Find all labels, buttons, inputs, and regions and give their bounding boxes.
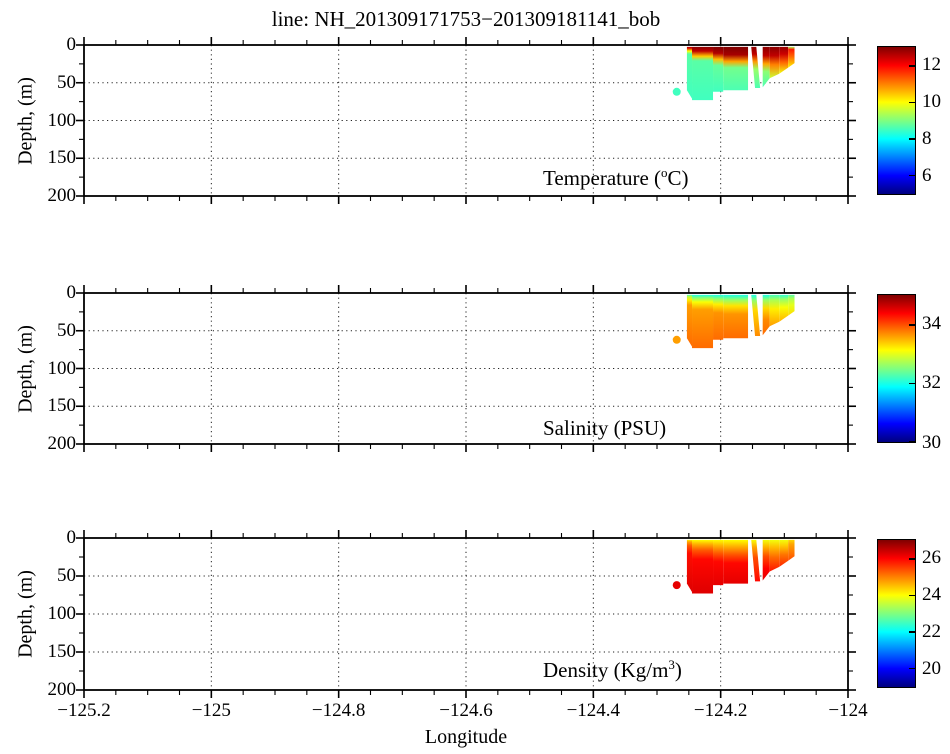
colorbar-tick-label: 30 <box>922 432 941 453</box>
colorbar-tick-mark <box>909 441 915 443</box>
panel-label-text: C) <box>667 166 689 190</box>
section-column <box>779 46 789 74</box>
colorbar-tick-mark <box>909 558 915 560</box>
colorbar-tick-label: 10 <box>922 90 941 112</box>
plot-area-salinity <box>76 285 856 452</box>
y-tick-label: 50 <box>57 565 76 586</box>
panel-label-text: ) <box>674 658 682 682</box>
section-column <box>713 294 724 340</box>
section-column <box>692 294 714 349</box>
section-column <box>788 539 795 561</box>
colorbar-tick-label: 20 <box>922 658 941 680</box>
colorbar-tick-mark <box>909 101 915 104</box>
section-column <box>762 294 770 336</box>
panel-label-superscript: 3 <box>668 657 675 672</box>
colorbar-tick-label: 6 <box>922 165 932 187</box>
section-column <box>686 294 693 347</box>
y-tick-label: 0 <box>66 527 77 548</box>
y-tick-label: 200 <box>47 433 77 454</box>
y-tick-label: 50 <box>57 319 76 341</box>
section-column <box>692 539 714 594</box>
colorbar-tick-label: 12 <box>922 53 941 75</box>
plot-area-density <box>76 530 856 698</box>
section-column <box>713 539 724 586</box>
y-tick-label: 100 <box>47 357 77 379</box>
x-tick-label: −124.8 <box>311 700 366 721</box>
panel-label-density: Density (Kg/m3) <box>543 658 682 683</box>
section-column <box>713 46 724 92</box>
x-axis-label: Longitude <box>424 726 508 748</box>
panel-label-salinity: Salinity (PSU) <box>543 416 666 441</box>
y-tick-label: 200 <box>47 185 77 206</box>
x-tick-label: −124.6 <box>439 700 493 721</box>
panel-label-text: Temperature ( <box>543 166 662 190</box>
isolated-data-dot <box>672 335 681 344</box>
colorbar-tick-mark <box>909 594 915 597</box>
colorbar-tick-label: 8 <box>922 128 932 150</box>
y-tick-label: 200 <box>47 679 77 700</box>
section-column <box>686 46 693 99</box>
section-column <box>723 46 749 91</box>
y-tick-label: 50 <box>57 71 76 93</box>
colorbar-tick-mark <box>909 324 915 326</box>
section-column <box>769 46 780 79</box>
panel-label-superscript: o <box>661 165 668 180</box>
section-streak <box>751 294 761 337</box>
colorbar-tick-label: 22 <box>922 621 941 643</box>
section-column <box>762 46 770 88</box>
y-tick-label: 100 <box>47 603 77 624</box>
x-tick-label: −125 <box>191 700 231 721</box>
colorbar-tick-mark <box>909 65 915 67</box>
colorbar-tick-mark <box>909 667 915 670</box>
y-tick-label: 150 <box>47 641 77 662</box>
isolated-data-dot <box>672 581 681 590</box>
y-tick-label: 100 <box>47 109 77 131</box>
section-streak <box>751 46 761 89</box>
colorbar-tick-label: 26 <box>922 546 941 568</box>
section-column <box>686 539 693 592</box>
isolated-data-dot <box>672 87 681 96</box>
x-tick-label: −125.2 <box>57 700 111 721</box>
section-column <box>779 539 789 567</box>
section-column <box>723 294 749 339</box>
section-column <box>779 294 789 322</box>
colorbar-tick-label: 24 <box>922 583 941 605</box>
y-tick-label: 0 <box>66 282 77 303</box>
x-tick-label: −124 <box>828 700 868 721</box>
colorbar-density <box>877 539 916 688</box>
x-tick-label: −124.4 <box>566 700 621 721</box>
section-column <box>762 539 770 581</box>
section-column <box>769 294 780 327</box>
panel-label-text: Salinity (PSU) <box>543 416 667 440</box>
colorbar-temperature <box>877 46 916 195</box>
colorbar-tick-label: 34 <box>922 312 941 334</box>
plot-area-temperature <box>76 37 856 204</box>
section-column <box>788 294 795 316</box>
x-tick-label: −124.2 <box>693 700 748 721</box>
section-column <box>769 539 780 572</box>
y-tick-label: 0 <box>66 34 77 55</box>
figure-title: line: NH_201309171753−201309181141_bob <box>271 7 661 31</box>
panel-label-text: Density (Kg/m <box>543 658 669 682</box>
colorbar-tick-label: 32 <box>922 372 941 394</box>
colorbar-tick-mark <box>909 382 915 385</box>
panel-label-temperature: Temperature (oC) <box>543 166 689 191</box>
colorbar-tick-mark <box>909 631 915 633</box>
section-column <box>692 46 714 101</box>
section-streak <box>751 539 761 582</box>
section-column <box>723 539 749 584</box>
section-column <box>788 46 795 68</box>
colorbar-salinity <box>877 294 916 443</box>
y-tick-label: 150 <box>47 147 77 169</box>
y-tick-label: 150 <box>47 395 77 417</box>
colorbar-tick-mark <box>909 138 915 140</box>
colorbar-tick-mark <box>909 174 915 177</box>
